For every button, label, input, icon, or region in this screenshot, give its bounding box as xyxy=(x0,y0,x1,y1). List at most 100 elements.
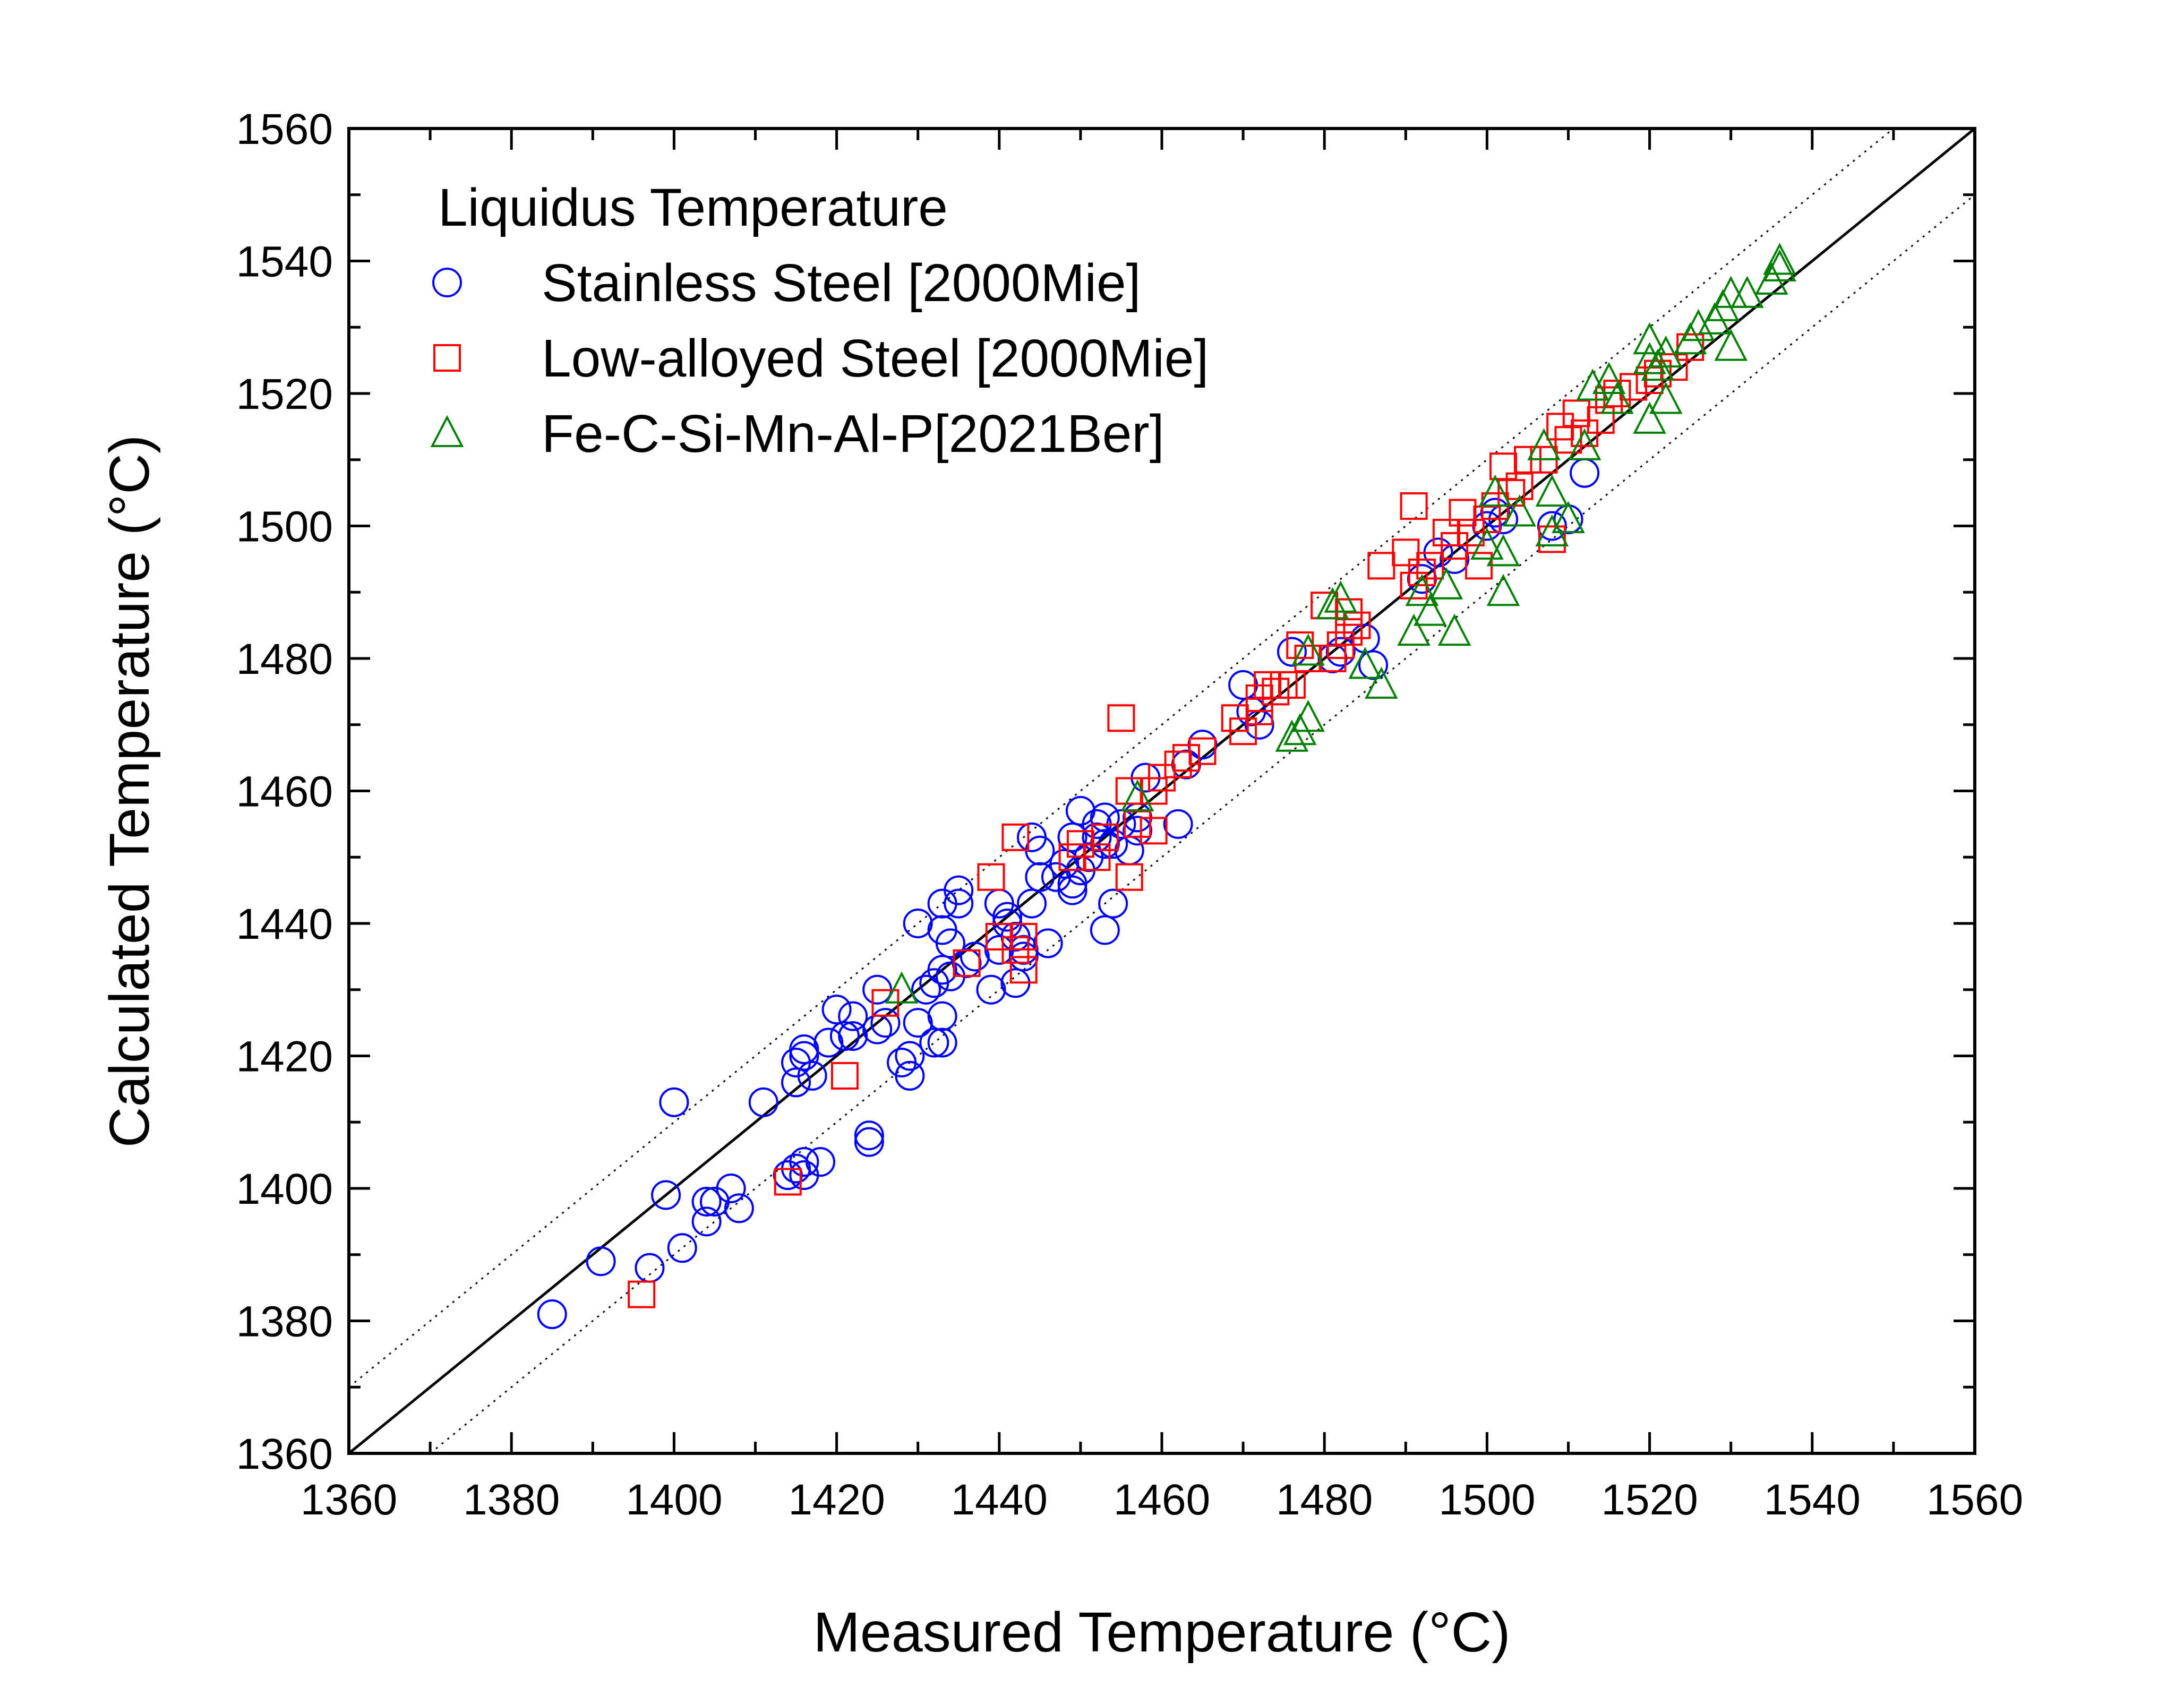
triangle-point xyxy=(1527,428,1561,460)
square-point xyxy=(1262,678,1290,706)
circle-point xyxy=(1277,637,1307,667)
circle-point xyxy=(976,974,1006,1005)
circle-point xyxy=(813,1027,844,1058)
square-point xyxy=(1229,717,1257,746)
square-point xyxy=(1619,373,1647,401)
circle-point xyxy=(919,1027,949,1058)
square-point xyxy=(1188,737,1217,765)
triangle-point xyxy=(1348,647,1382,679)
y-tick-label: 1420 xyxy=(236,1033,333,1081)
square-point xyxy=(1676,333,1705,361)
square-point xyxy=(1254,671,1282,699)
circle-point xyxy=(635,1253,665,1283)
square-point xyxy=(1124,810,1152,838)
x-tick-label: 1480 xyxy=(1276,1476,1373,1524)
deviation-line xyxy=(430,194,1975,1454)
circle-point xyxy=(716,1174,746,1203)
circle-point xyxy=(1025,862,1055,892)
triangle-point xyxy=(1592,362,1626,395)
circle-point xyxy=(1057,875,1087,905)
triangle-point xyxy=(1633,342,1666,374)
square-point xyxy=(1115,863,1143,891)
legend-marker-square xyxy=(433,344,461,372)
circle-point xyxy=(1090,915,1120,945)
x-tick-label: 1360 xyxy=(301,1476,397,1524)
legend-entry-label: Fe-C-Si-Mn-Al-P[2021Ber] xyxy=(542,404,1164,464)
square-point xyxy=(1083,843,1111,871)
square-point xyxy=(1367,552,1395,580)
triangle-point xyxy=(1633,401,1666,434)
y-tick-label: 1500 xyxy=(236,503,333,551)
y-axis-label: Calculated Temperature (°C) xyxy=(98,435,161,1148)
square-point xyxy=(1497,479,1526,507)
circle-point xyxy=(1017,888,1047,919)
square-point xyxy=(1416,552,1444,580)
circle-point xyxy=(659,1087,689,1117)
triangle-point xyxy=(1437,613,1471,646)
y-tick-label: 1560 xyxy=(236,105,333,153)
circle-point xyxy=(691,1206,722,1237)
square-point xyxy=(1278,671,1306,699)
data-points xyxy=(537,243,1796,1330)
square-point xyxy=(1172,744,1200,772)
circle-point xyxy=(960,941,990,972)
square-point xyxy=(1408,558,1436,586)
triangle-point xyxy=(1682,309,1715,341)
triangle-point xyxy=(1714,329,1748,361)
circle-point xyxy=(911,974,941,1005)
square-point xyxy=(1009,956,1038,984)
triangle-point xyxy=(1486,573,1520,606)
circle-point xyxy=(667,1233,697,1263)
triangle-point xyxy=(1535,474,1569,507)
square-point xyxy=(977,863,1005,891)
circle-point xyxy=(927,1001,957,1031)
square-point xyxy=(774,1168,802,1196)
triangle-point xyxy=(1706,289,1740,321)
square-point xyxy=(1489,452,1518,481)
legend-marker-circle xyxy=(432,268,462,297)
x-tick-label: 1560 xyxy=(1926,1476,2023,1524)
circle-point xyxy=(691,1186,722,1217)
circle-point xyxy=(903,1008,933,1038)
triangle-point xyxy=(1397,613,1431,646)
circle-point xyxy=(927,955,957,985)
triangle-point xyxy=(1283,713,1317,746)
circle-point xyxy=(651,1180,681,1210)
circle-point xyxy=(829,1021,860,1051)
triangle-point xyxy=(1324,580,1358,613)
y-tick-label: 1540 xyxy=(236,238,333,286)
triangle-point xyxy=(1763,243,1796,275)
circle-point xyxy=(1033,928,1063,958)
triangle-point xyxy=(885,971,919,1004)
circle-point xyxy=(895,1041,925,1071)
square-point xyxy=(1140,817,1168,845)
circle-point xyxy=(821,995,852,1025)
circle-point xyxy=(854,1127,884,1157)
triangle-point xyxy=(1552,501,1585,534)
triangle-point xyxy=(1429,567,1463,600)
y-tick-label: 1460 xyxy=(236,768,333,816)
triangle-point xyxy=(1316,587,1349,620)
y-tick-label: 1520 xyxy=(236,370,333,418)
x-tick-label: 1440 xyxy=(951,1476,1048,1524)
x-tick-label: 1500 xyxy=(1438,1476,1535,1524)
circle-point xyxy=(1057,822,1087,852)
x-tick-label: 1460 xyxy=(1114,1476,1210,1524)
triangle-point xyxy=(1413,594,1447,626)
circle-point xyxy=(797,1060,827,1091)
triangle-point xyxy=(1568,428,1601,460)
circle-point xyxy=(944,888,974,919)
circle-point xyxy=(1163,809,1193,839)
square-point xyxy=(830,1061,859,1090)
triangle-point xyxy=(1649,335,1683,368)
legend: Liquidus Temperature Stainless Steel [20… xyxy=(430,178,1209,464)
square-point xyxy=(628,1280,656,1308)
triangle-point xyxy=(1478,474,1512,507)
circle-point xyxy=(748,1087,778,1117)
triangle-point xyxy=(1633,322,1666,355)
circle-point xyxy=(724,1193,754,1223)
circle-point xyxy=(586,1246,616,1277)
circle-point xyxy=(944,875,974,905)
circle-point xyxy=(870,1008,901,1038)
